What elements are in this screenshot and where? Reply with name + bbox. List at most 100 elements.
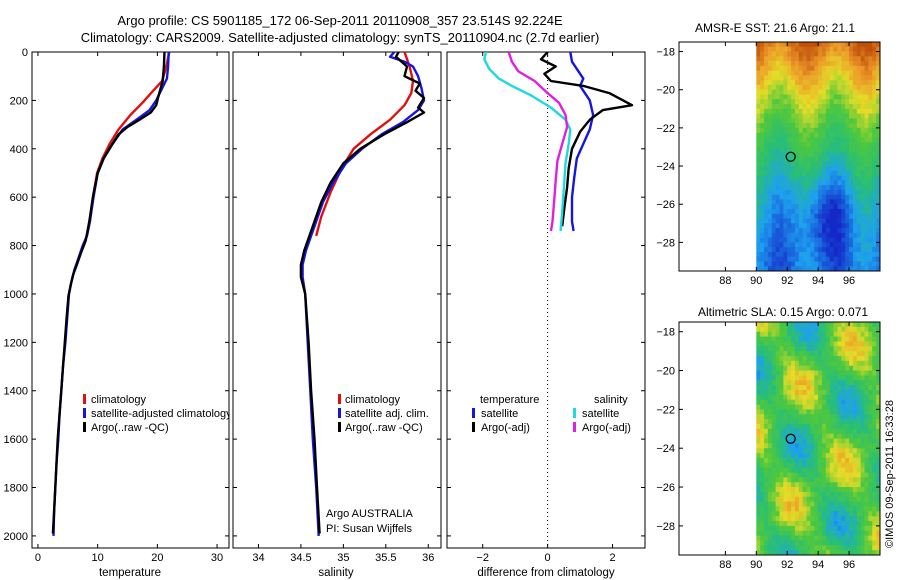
map-cell [794, 218, 800, 224]
map-cell [822, 104, 827, 110]
map-cell [771, 521, 777, 527]
map-cell [864, 84, 869, 91]
map-cell [810, 213, 815, 219]
map-cell [845, 550, 850, 555]
map-cell [806, 242, 811, 248]
map-cell [876, 409, 880, 415]
map-cell [837, 336, 842, 342]
map-cell [872, 351, 877, 357]
map-cell [864, 346, 869, 352]
map-cell [833, 151, 838, 157]
map-cell [787, 228, 792, 234]
map-cell [864, 137, 869, 143]
map-cell [771, 218, 777, 224]
map-cell [818, 535, 823, 541]
map-cell [814, 242, 819, 248]
map-cell [833, 472, 838, 478]
map-cell [798, 161, 804, 167]
map-cell [775, 453, 780, 459]
map-cell [779, 104, 784, 110]
map-cell [810, 428, 815, 435]
map-cell [845, 213, 850, 219]
map-cell [852, 365, 858, 371]
map-cell [837, 185, 842, 191]
map-cell [849, 511, 854, 517]
legend-label-sal-argo: Argo(-adj) [582, 422, 631, 434]
map-cell [845, 70, 850, 76]
map-cell [868, 545, 873, 551]
map-cell [791, 89, 796, 95]
map-cell [872, 365, 877, 371]
map-cell [810, 132, 815, 138]
map-cell [833, 506, 838, 512]
map-cell [845, 42, 850, 48]
map-cell [806, 433, 811, 439]
map-cell [829, 506, 835, 512]
map-cell [764, 84, 769, 91]
map-cell [764, 438, 769, 444]
map-cell [775, 156, 780, 162]
map-cell [825, 375, 831, 381]
map-cell [849, 151, 854, 157]
map-cell [833, 414, 838, 420]
salinity-xlabel: salinity [318, 567, 353, 579]
map-cell [868, 118, 873, 124]
map-cell [798, 414, 804, 420]
map-cell [806, 75, 811, 81]
map-cell [794, 42, 800, 48]
map-cell [825, 365, 831, 371]
map-cell [791, 61, 796, 67]
map-cell [787, 438, 792, 444]
map-cell [856, 218, 862, 224]
map-cell [798, 132, 804, 138]
map-cell [822, 336, 827, 342]
map-cell [794, 346, 800, 352]
map-cell [849, 404, 854, 410]
map-cell [787, 530, 792, 536]
map-cell [798, 251, 804, 258]
map-cell [764, 482, 769, 488]
map-cell [829, 46, 835, 52]
map-cell [868, 506, 873, 512]
map-cell [837, 438, 842, 444]
map-cell [771, 65, 777, 72]
map-cell [779, 404, 784, 410]
map-cell [868, 419, 873, 425]
map-cell [829, 322, 835, 328]
map-cell [829, 501, 835, 507]
map-cell [756, 355, 761, 362]
map-cell [771, 56, 777, 62]
map-cell [876, 535, 880, 541]
map-cell [856, 261, 862, 267]
map-cell [860, 346, 865, 352]
map-cell [872, 491, 877, 498]
map-cell [845, 99, 850, 105]
legend-label-sal-satellite: satellite [582, 408, 619, 420]
map-cell [798, 375, 804, 381]
map-cell [825, 351, 831, 357]
map-cell [849, 453, 854, 459]
map-cell [787, 336, 792, 342]
map-cell [841, 256, 846, 262]
map-cell [841, 70, 846, 76]
map-cell [791, 472, 796, 478]
map-cell [856, 56, 862, 62]
map-cell [764, 65, 769, 72]
map-cell [756, 443, 761, 449]
map-cell [798, 409, 804, 415]
map-cell [787, 496, 792, 502]
map-cell [825, 346, 831, 352]
map-cell [806, 151, 811, 157]
map-cell [864, 370, 869, 376]
map-cell [802, 443, 807, 449]
map-cell [806, 428, 811, 435]
map-cell [764, 104, 769, 110]
map-cell [794, 228, 800, 234]
map-cell [849, 501, 854, 507]
map-cell [814, 322, 819, 328]
map-cell [783, 208, 788, 215]
map-cell [794, 108, 800, 114]
map-cell [876, 261, 880, 267]
map-cell [810, 438, 815, 444]
map-cell [779, 389, 784, 396]
